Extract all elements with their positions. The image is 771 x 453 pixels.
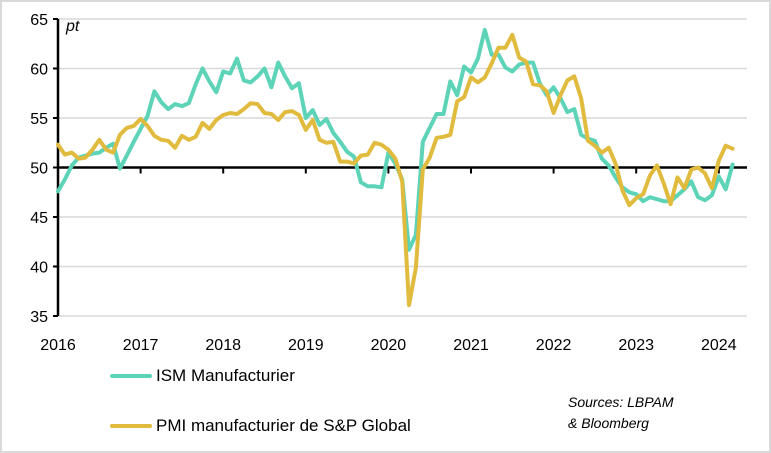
legend-swatch-ism xyxy=(110,374,152,378)
x-tick-label: 2024 xyxy=(701,337,737,354)
x-tick-label: 2023 xyxy=(618,337,654,354)
x-tick-label: 2018 xyxy=(205,337,241,354)
legend-label-pmi: PMI manufacturier de S&P Global xyxy=(156,416,411,435)
x-tick-label: 2019 xyxy=(288,337,324,354)
x-tick-label: 2017 xyxy=(123,337,159,354)
legend-item-pmi: PMI manufacturier de S&P Global xyxy=(110,416,411,436)
legend-label-ism: ISM Manufacturier xyxy=(156,366,295,385)
y-axis-label: pt xyxy=(65,18,80,35)
x-tick-label: 2022 xyxy=(536,337,572,354)
y-tick-label: 55 xyxy=(30,111,48,128)
y-tick-label: 45 xyxy=(30,210,48,227)
x-tick-label: 2016 xyxy=(40,337,76,354)
series-line-pmi xyxy=(56,32,735,308)
x-tick-label: 2021 xyxy=(453,337,489,354)
y-tick-label: 65 xyxy=(30,12,48,29)
x-tick-label: 2020 xyxy=(371,337,407,354)
y-tick-label: 35 xyxy=(30,309,48,326)
y-tick-label: 60 xyxy=(30,62,48,79)
y-tick-label: 40 xyxy=(30,260,48,277)
legend-swatch-pmi xyxy=(110,424,152,428)
sources-note: Sources: LBPAM & Bloomberg xyxy=(568,394,674,431)
y-tick-label: 50 xyxy=(30,161,48,178)
legend-item-ism: ISM Manufacturier xyxy=(110,366,295,386)
